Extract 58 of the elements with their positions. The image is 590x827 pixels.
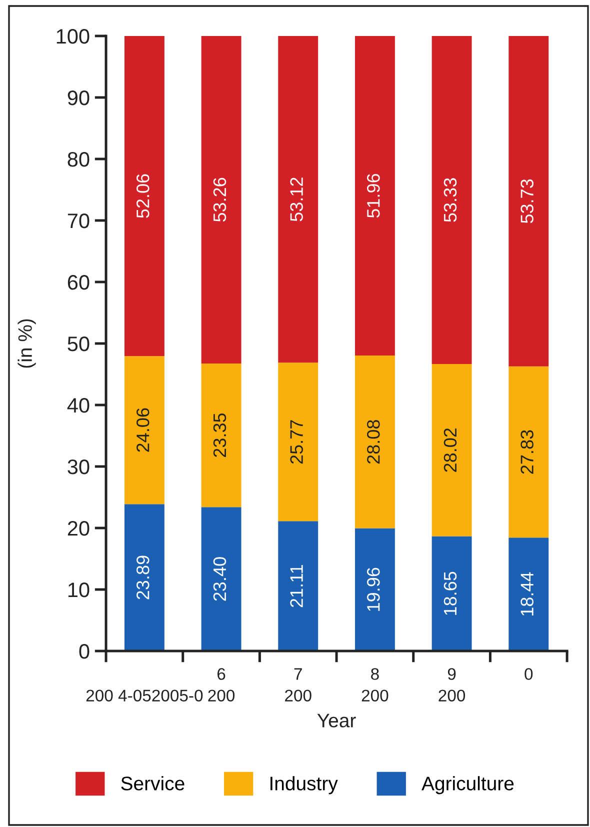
bar bbox=[354, 528, 395, 652]
y-tick-label: 80 bbox=[68, 152, 90, 167]
y-tick-label: 50 bbox=[68, 336, 90, 352]
bar bbox=[124, 504, 164, 652]
data-label: 28.08 bbox=[367, 420, 380, 464]
data-label: 19.96 bbox=[367, 568, 380, 611]
bar bbox=[278, 36, 318, 363]
bar bbox=[432, 536, 472, 652]
legend-label: Service bbox=[121, 776, 184, 790]
x-axis-title: Year bbox=[317, 714, 356, 728]
data-label: 53.26 bbox=[213, 178, 226, 222]
y-tick-label: 20 bbox=[68, 521, 90, 536]
data-label: 51.96 bbox=[367, 174, 380, 218]
y-tick-label: 10 bbox=[68, 582, 90, 598]
data-label: 53.33 bbox=[444, 178, 457, 222]
data-label: 53.12 bbox=[290, 178, 303, 222]
bar bbox=[201, 507, 242, 652]
data-label: 25.77 bbox=[290, 420, 303, 464]
x-tick-label: 0 bbox=[524, 668, 533, 680]
y-tick-label: 40 bbox=[67, 398, 90, 413]
data-label: 27.83 bbox=[520, 430, 534, 474]
bar bbox=[508, 538, 549, 652]
data-label: 18.44 bbox=[520, 572, 534, 616]
data-label: 24.06 bbox=[136, 408, 150, 452]
data-label: 18.65 bbox=[444, 572, 457, 615]
bar bbox=[124, 356, 164, 504]
x-tick-label: 9 200 bbox=[438, 668, 466, 702]
data-label: 28.02 bbox=[444, 428, 457, 472]
y-tick-label: 60 bbox=[68, 274, 90, 290]
bar bbox=[201, 36, 242, 364]
y-tick-label: 30 bbox=[68, 460, 90, 474]
bar bbox=[278, 362, 318, 522]
bar bbox=[201, 363, 242, 508]
data-label: 21.11 bbox=[290, 565, 303, 608]
data-label: 53.73 bbox=[520, 179, 534, 224]
legend-label: Agriculture bbox=[422, 776, 514, 794]
data-label: 52.06 bbox=[136, 174, 150, 218]
legend-label: Industry bbox=[270, 776, 338, 794]
x-tick-label: 7 200 bbox=[285, 668, 312, 702]
bar bbox=[354, 36, 395, 356]
y-axis-title: (in %) bbox=[18, 319, 36, 368]
y-tick-label: 100 bbox=[56, 28, 90, 44]
data-label: 23.89 bbox=[136, 556, 150, 600]
bar bbox=[432, 364, 472, 536]
x-tick-label: 6 200 bbox=[208, 668, 235, 702]
bar bbox=[432, 36, 472, 364]
bar bbox=[508, 366, 549, 538]
bar bbox=[508, 36, 549, 366]
y-tick-label: 90 bbox=[68, 90, 90, 106]
bar bbox=[124, 36, 164, 356]
x-tick-label: 8 200 bbox=[362, 668, 388, 702]
bar bbox=[278, 521, 318, 652]
data-label: 23.35 bbox=[213, 413, 226, 457]
y-tick-label: 0 bbox=[79, 644, 90, 659]
x-tick-label: 200 4-052005-0 bbox=[86, 690, 203, 702]
bar bbox=[354, 356, 395, 528]
data-label: 23.40 bbox=[213, 557, 226, 601]
y-tick-label: 70 bbox=[68, 213, 90, 228]
